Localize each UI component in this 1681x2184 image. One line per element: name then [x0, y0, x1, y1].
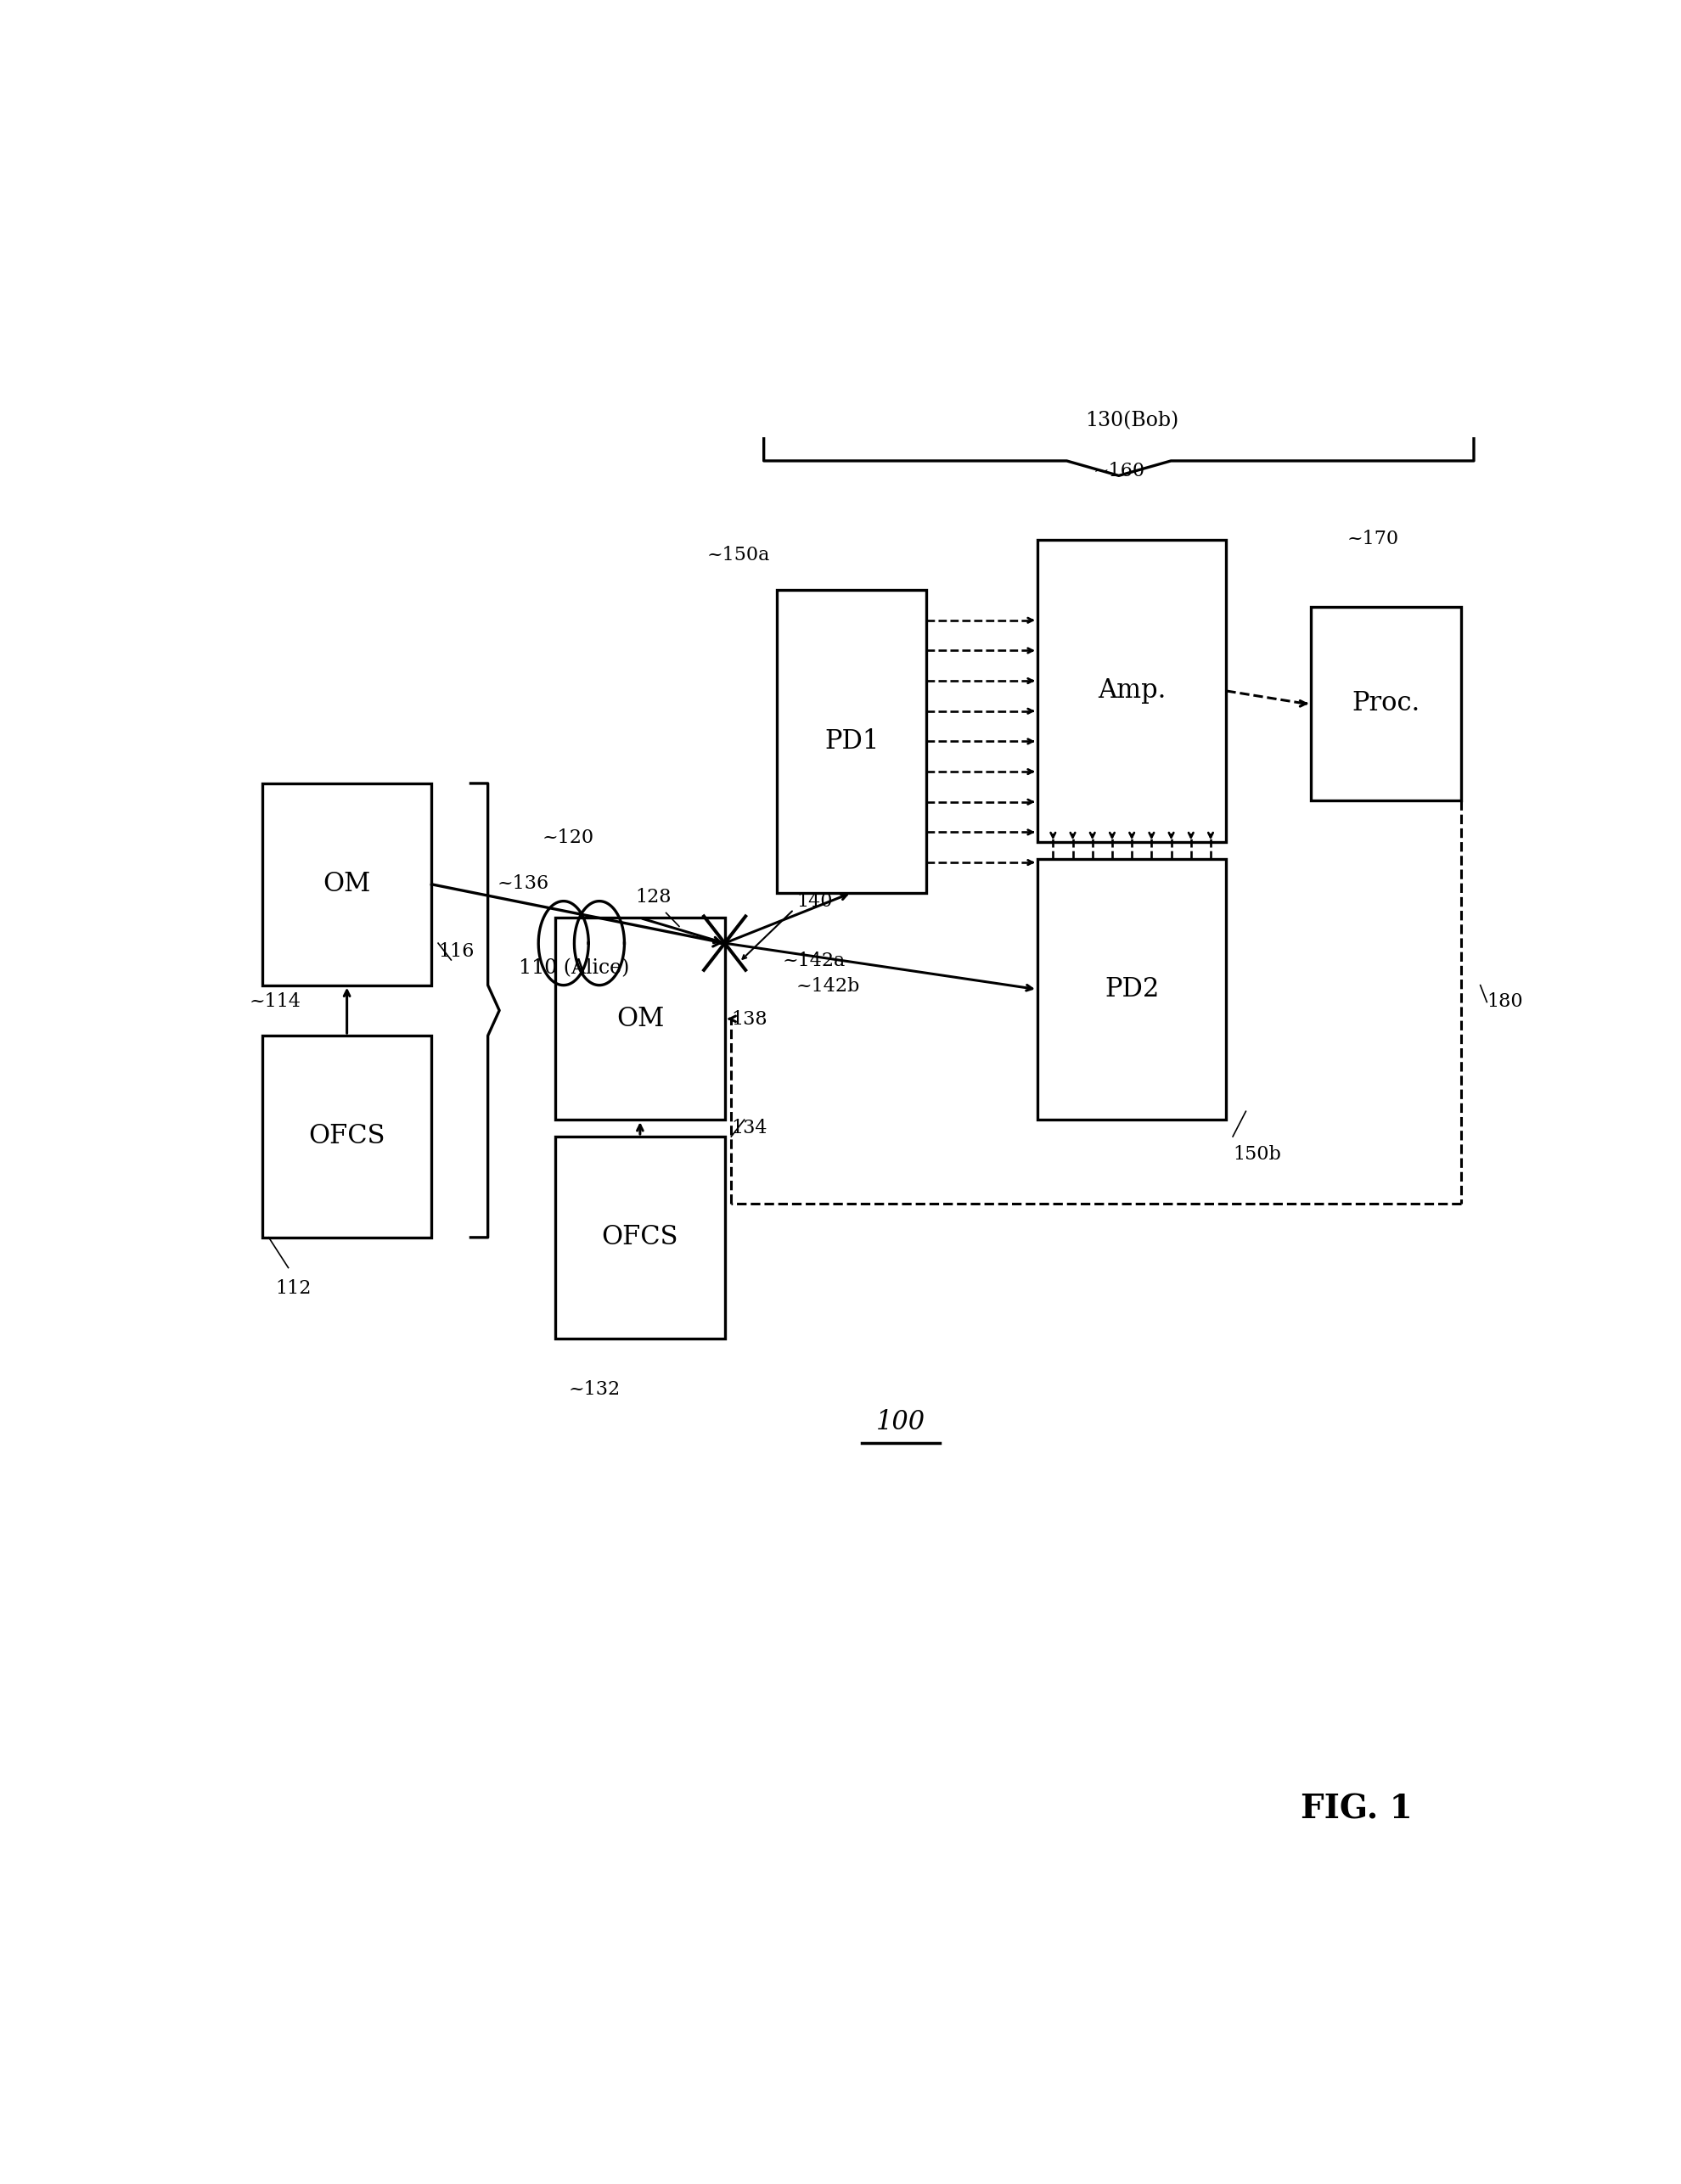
- Text: PD2: PD2: [1104, 976, 1160, 1002]
- Text: 130(Bob): 130(Bob): [1084, 411, 1178, 430]
- Text: ~120: ~120: [543, 828, 595, 847]
- Text: 116: 116: [439, 941, 474, 961]
- Text: ~170: ~170: [1346, 529, 1399, 548]
- Text: ~114: ~114: [249, 994, 301, 1011]
- Bar: [1037, 858, 1227, 1120]
- Text: 128: 128: [635, 887, 671, 906]
- Text: PD1: PD1: [824, 727, 879, 753]
- Bar: [1311, 607, 1461, 799]
- Text: ~132: ~132: [568, 1380, 620, 1400]
- Text: ~150a: ~150a: [708, 546, 770, 566]
- Text: OFCS: OFCS: [602, 1225, 679, 1251]
- Bar: [555, 1136, 725, 1339]
- Text: OM: OM: [617, 1005, 664, 1033]
- Text: FIG. 1: FIG. 1: [1301, 1793, 1412, 1826]
- Text: 140: 140: [797, 891, 832, 911]
- Text: ~142a: ~142a: [782, 952, 846, 970]
- Text: 100: 100: [876, 1409, 925, 1435]
- Text: 134: 134: [731, 1118, 767, 1138]
- Bar: [555, 917, 725, 1120]
- Text: 150b: 150b: [1232, 1144, 1281, 1164]
- Text: ~160: ~160: [1093, 463, 1145, 480]
- Bar: [262, 784, 432, 985]
- Text: 112: 112: [276, 1280, 311, 1297]
- Bar: [777, 590, 926, 893]
- Text: OFCS: OFCS: [309, 1123, 385, 1149]
- Text: 110 (Alice): 110 (Alice): [519, 959, 630, 978]
- Text: 180: 180: [1486, 994, 1523, 1011]
- Text: OM: OM: [323, 871, 372, 898]
- Text: 138: 138: [731, 1011, 768, 1029]
- Text: ~136: ~136: [498, 874, 548, 893]
- Text: Proc.: Proc.: [1352, 690, 1420, 716]
- Text: Amp.: Amp.: [1098, 677, 1167, 703]
- Text: ~142b: ~142b: [797, 976, 861, 996]
- Bar: [262, 1035, 432, 1238]
- Bar: [1037, 539, 1227, 843]
